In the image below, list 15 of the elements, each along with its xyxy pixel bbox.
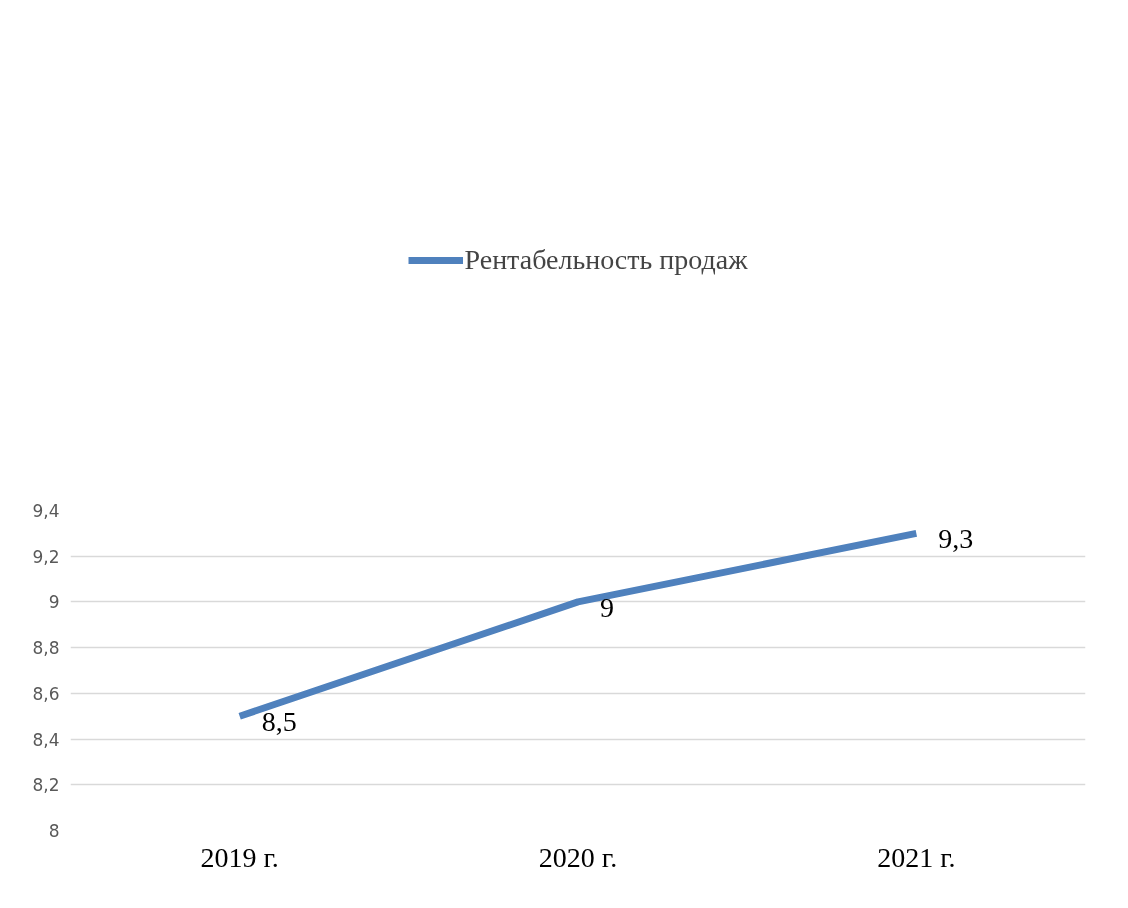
y-tick-label: 9,2 (32, 546, 60, 567)
x-tick-label: 2019 г. (200, 841, 279, 873)
y-tick-label: 8,6 (32, 683, 60, 704)
data-label: 9,3 (938, 523, 974, 555)
y-tick-label: 9,4 (32, 501, 60, 521)
x-tick-label: 2020 г. (538, 841, 618, 873)
legend-label: Рентабельность продаж (464, 244, 748, 276)
y-tick-label: 9 (48, 592, 60, 613)
y-tick-label: 8,8 (32, 638, 60, 659)
y-tick-label: 8,4 (32, 729, 60, 750)
y-tick-label: 8 (48, 821, 60, 841)
y-tick-label: 8,2 (32, 775, 60, 796)
x-tick-label: 2021 г. (877, 841, 956, 873)
data-label: 9 (600, 591, 614, 623)
data-label: 8,5 (261, 706, 297, 738)
